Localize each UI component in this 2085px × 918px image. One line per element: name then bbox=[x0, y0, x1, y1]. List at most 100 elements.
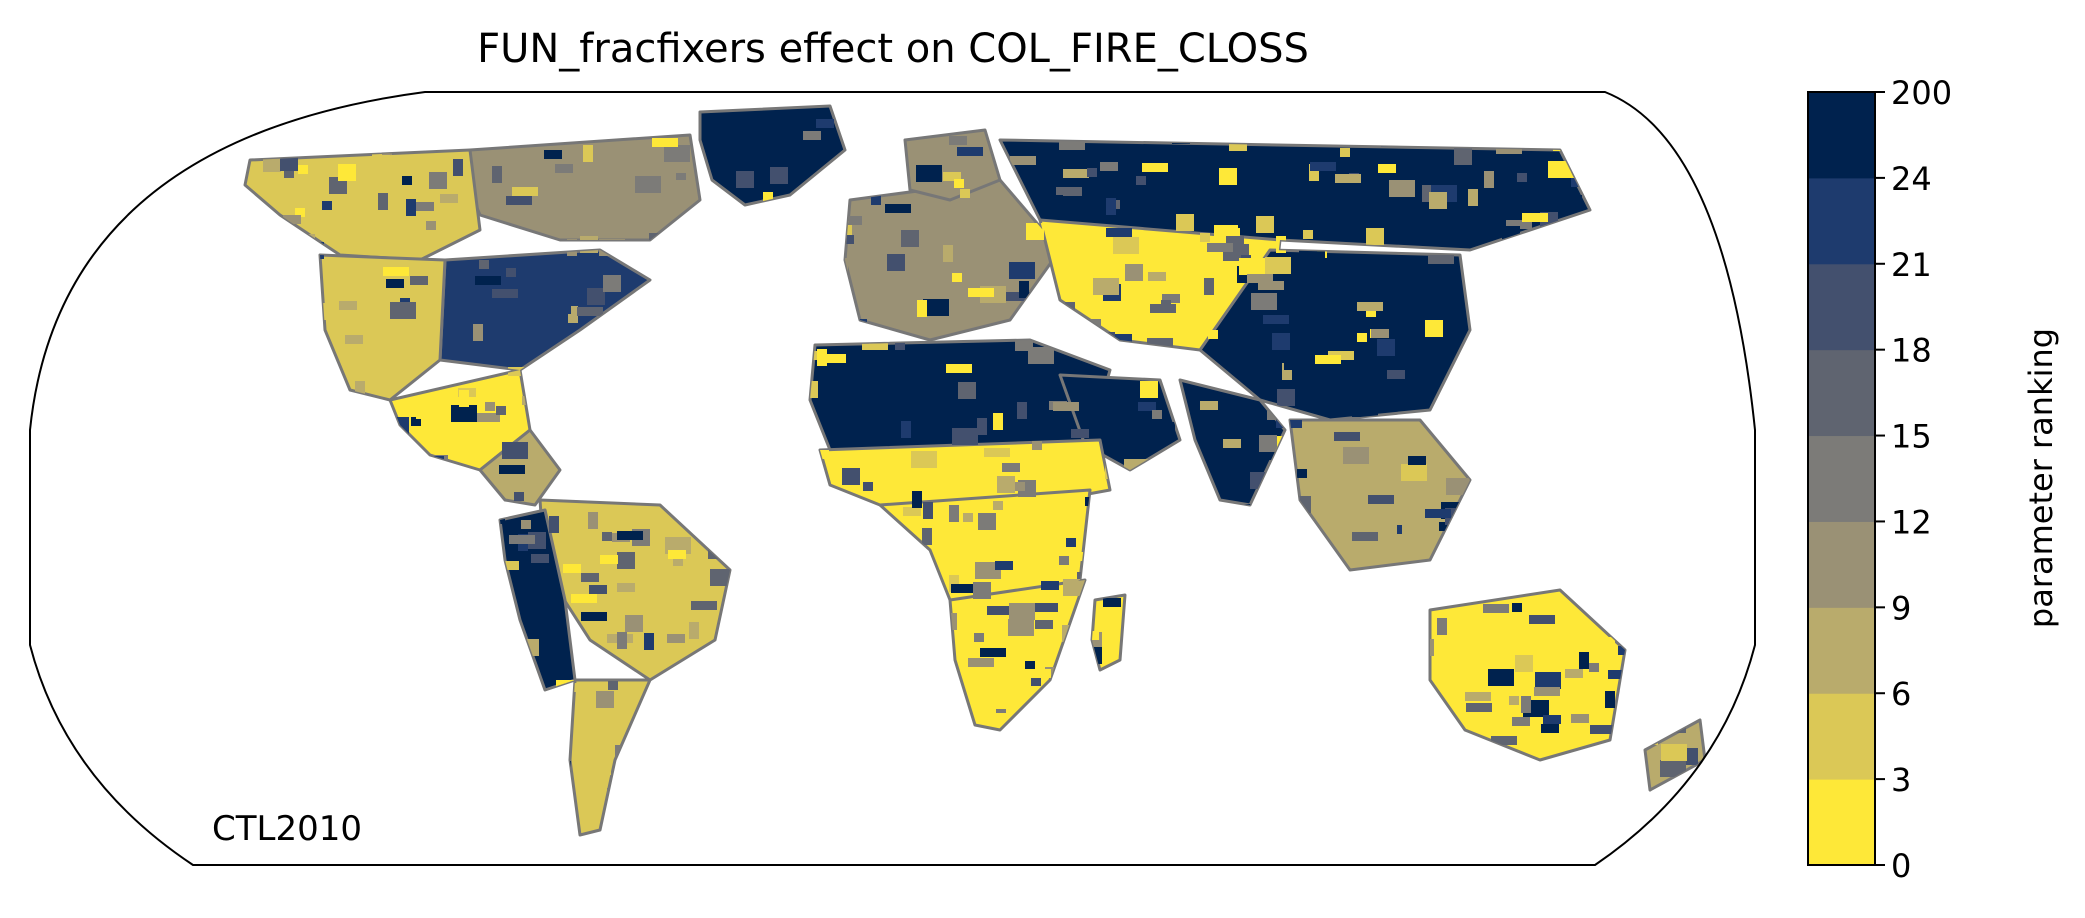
gridcell bbox=[1113, 237, 1139, 254]
map-annotation: CTL2010 bbox=[212, 809, 362, 849]
gridcell bbox=[736, 171, 754, 188]
gridcell bbox=[1699, 780, 1705, 789]
gridcell bbox=[665, 537, 691, 554]
gridcell bbox=[521, 520, 531, 529]
gridcell bbox=[402, 176, 412, 185]
gridcell bbox=[1247, 274, 1273, 283]
gridcell bbox=[1284, 353, 1310, 370]
gridcell bbox=[635, 176, 661, 193]
gridcell bbox=[1152, 410, 1162, 419]
gridcell bbox=[917, 300, 927, 317]
gridcell bbox=[943, 245, 953, 262]
gridcell bbox=[1378, 164, 1396, 173]
gridcell bbox=[492, 289, 518, 298]
gridcell bbox=[390, 302, 416, 319]
gridcell bbox=[895, 341, 905, 350]
gridcell bbox=[652, 138, 678, 147]
gridcell bbox=[625, 615, 643, 632]
gridcell bbox=[1429, 192, 1447, 209]
gridcell bbox=[963, 513, 973, 522]
gridcell bbox=[608, 681, 618, 690]
gridcell bbox=[691, 601, 717, 610]
gridcell bbox=[816, 119, 834, 128]
gridcell bbox=[601, 766, 611, 775]
gridcell bbox=[246, 114, 264, 123]
gridcell bbox=[923, 299, 949, 316]
gridcell bbox=[1008, 619, 1034, 636]
gridcell bbox=[1092, 647, 1102, 664]
gridcell bbox=[1267, 411, 1277, 420]
gridcell bbox=[1488, 669, 1514, 686]
gridcell bbox=[577, 307, 603, 316]
gridcell bbox=[1674, 807, 1692, 824]
gridcell bbox=[583, 145, 593, 162]
gridcell bbox=[1465, 692, 1491, 701]
colorbar-bin bbox=[1808, 263, 1875, 351]
gridcell bbox=[1204, 278, 1214, 295]
gridcell bbox=[568, 306, 578, 323]
gridcell bbox=[1150, 304, 1176, 313]
gridcell bbox=[1200, 233, 1210, 242]
colorbar-bins bbox=[1808, 92, 1875, 866]
gridcell bbox=[555, 164, 573, 173]
gridcell bbox=[406, 199, 416, 216]
gridcell bbox=[283, 215, 301, 224]
gridcell bbox=[1557, 636, 1567, 653]
gridcell bbox=[501, 561, 519, 570]
gridcell bbox=[1256, 216, 1274, 233]
gridcell bbox=[1093, 278, 1119, 295]
gridcell bbox=[1693, 782, 1705, 791]
gridcell bbox=[263, 155, 281, 172]
gridcell bbox=[1226, 236, 1244, 245]
gridcell bbox=[1664, 129, 1682, 138]
gridcell bbox=[949, 136, 967, 145]
colorbar-tick-label: 15 bbox=[1891, 418, 1932, 456]
gridcell bbox=[1366, 228, 1384, 245]
gridcell bbox=[1219, 168, 1237, 185]
gridcell bbox=[1223, 439, 1241, 448]
gridcell bbox=[1387, 370, 1405, 379]
gridcell bbox=[386, 279, 404, 288]
gridcell bbox=[1425, 509, 1451, 518]
gridcell bbox=[1589, 663, 1599, 672]
gridcell bbox=[1207, 243, 1233, 252]
gridcell bbox=[587, 288, 605, 305]
gridcell bbox=[581, 573, 599, 582]
gridcell bbox=[1428, 255, 1454, 264]
gridcell bbox=[911, 451, 937, 468]
gridcell bbox=[958, 382, 976, 399]
colorbar-bin bbox=[1808, 693, 1875, 780]
gridcell bbox=[1454, 148, 1472, 165]
gridcell bbox=[832, 394, 850, 403]
gridcell bbox=[1258, 281, 1284, 290]
gridcell bbox=[1089, 631, 1099, 640]
gridcell bbox=[485, 402, 495, 411]
gridcell bbox=[1368, 495, 1394, 504]
gridcell bbox=[1605, 691, 1615, 708]
gridcell bbox=[588, 512, 598, 529]
gridcell bbox=[990, 655, 1008, 672]
gridcell bbox=[1408, 456, 1426, 465]
gridcell bbox=[1239, 258, 1265, 275]
gridcell bbox=[338, 164, 356, 181]
gridcell bbox=[987, 692, 1013, 709]
gridcell bbox=[1377, 339, 1395, 356]
gridcell bbox=[1366, 308, 1376, 317]
gridcell bbox=[600, 555, 618, 564]
gridcell bbox=[1026, 223, 1044, 240]
gridcell bbox=[1333, 379, 1359, 396]
gridcell bbox=[563, 564, 581, 573]
gridcell bbox=[1590, 725, 1616, 734]
gridcell bbox=[1335, 174, 1361, 183]
gridcell bbox=[1162, 294, 1180, 303]
gridcell bbox=[410, 276, 428, 285]
gridcell bbox=[974, 633, 984, 642]
gridcell bbox=[862, 341, 888, 350]
gridcell bbox=[647, 597, 665, 606]
colorbar-ticks: 0 3 6 9 12 15 18 21 24 200 bbox=[1875, 74, 1952, 885]
gridcell bbox=[1529, 615, 1555, 624]
gridcell bbox=[1371, 329, 1389, 338]
gridcell bbox=[1138, 402, 1156, 411]
gridcell bbox=[531, 554, 549, 563]
